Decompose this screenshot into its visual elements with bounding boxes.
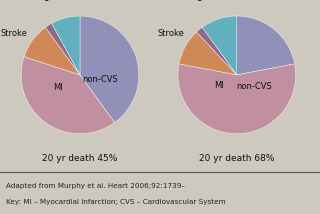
Wedge shape <box>80 16 139 123</box>
Wedge shape <box>237 16 295 75</box>
Text: 20 yr death 68%: 20 yr death 68% <box>199 154 275 163</box>
Text: Adapted from Murphy et al. Heart 2006;92:1739–: Adapted from Murphy et al. Heart 2006;92… <box>6 183 185 189</box>
Text: MI: MI <box>214 81 224 90</box>
Wedge shape <box>52 16 80 75</box>
Wedge shape <box>21 57 115 134</box>
Wedge shape <box>45 23 80 75</box>
Wedge shape <box>178 64 296 134</box>
Wedge shape <box>202 16 237 75</box>
Wedge shape <box>179 32 237 75</box>
Text: 20 yr death 45%: 20 yr death 45% <box>42 154 118 163</box>
Text: Stroke: Stroke <box>1 29 28 38</box>
Text: non-CVS: non-CVS <box>83 75 118 84</box>
Wedge shape <box>24 27 80 75</box>
Wedge shape <box>196 27 237 75</box>
Text: non-CVS: non-CVS <box>236 82 272 91</box>
Text: Key: MI – Myocardial Infarction; CVS – Cardiovascular System: Key: MI – Myocardial Infarction; CVS – C… <box>6 199 226 205</box>
Text: MI: MI <box>53 83 62 92</box>
Text: Stroke: Stroke <box>157 29 184 38</box>
